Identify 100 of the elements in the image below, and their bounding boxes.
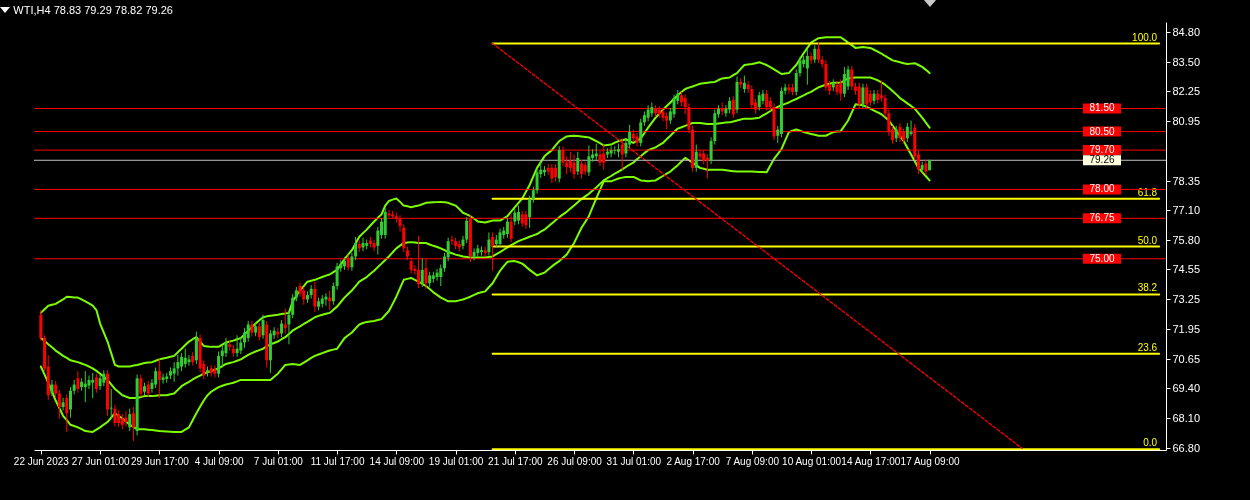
x-tick-label: 21 Jul 17:00: [488, 455, 544, 467]
x-tick-label: 31 Jul 01:00: [606, 455, 662, 467]
candlestick: [846, 65, 850, 91]
candlestick: [187, 354, 191, 367]
candlestick: [383, 207, 387, 240]
candlestick: [420, 257, 424, 288]
candlestick: [646, 104, 650, 122]
candlestick: [372, 239, 376, 252]
candlestick: [283, 307, 287, 334]
candlestick: [809, 52, 813, 65]
x-tick-label: 22 Jun 2023: [13, 455, 70, 467]
candlestick: [246, 320, 250, 343]
candlestick: [842, 66, 846, 98]
ref-line-label: 80.50: [1089, 125, 1115, 137]
candlestick: [498, 228, 502, 248]
candlestick: [180, 352, 184, 372]
series-label: 50.0: [1137, 234, 1158, 246]
line-series: [39, 36, 931, 368]
candlestick: [68, 386, 72, 419]
series-label: 61.8: [1137, 186, 1158, 198]
candlestick: [839, 78, 843, 102]
x-tick-label: 7 Aug 09:00: [725, 455, 780, 467]
candlestick: [57, 389, 61, 420]
series-label: 100.0: [1132, 31, 1158, 43]
candlestick: [924, 159, 928, 176]
x-tick-label: 27 Jun 01:00: [71, 455, 130, 467]
y-tick-label: 75.80: [1172, 233, 1201, 246]
y-tick-label: 71.95: [1172, 322, 1201, 335]
candlestick: [217, 351, 221, 378]
candlestick: [113, 404, 117, 428]
y-tick-label: 74.55: [1172, 262, 1201, 275]
ref-line-label: 75.00: [1089, 252, 1115, 264]
candlestick: [435, 268, 439, 282]
candlestick: [609, 145, 613, 158]
y-tick-label: 80.95: [1172, 114, 1201, 127]
candlestick: [213, 365, 217, 378]
candlestick: [183, 348, 187, 368]
candlestick: [694, 144, 698, 173]
x-tick-label: 14 Aug 17:00: [841, 455, 901, 467]
ref-line-label: 79.70: [1089, 144, 1115, 156]
candlestick: [487, 231, 491, 257]
y-tick-label: 84.80: [1172, 25, 1201, 38]
x-tick-label: 14 Jul 09:00: [369, 455, 425, 467]
candlestick: [124, 410, 128, 428]
candlestick: [154, 366, 158, 389]
x-tick-label: 19 Jul 01:00: [428, 455, 484, 467]
series-label: 0.0: [1143, 437, 1158, 449]
candlestick: [157, 358, 161, 399]
y-tick-label: 70.65: [1172, 352, 1201, 365]
series-label: 23.6: [1137, 341, 1158, 353]
y-tick-label: 83.50: [1172, 55, 1201, 68]
x-tick-label: 4 Jul 09:00: [194, 455, 244, 467]
series-label: 38.2: [1137, 282, 1158, 294]
candlestick: [376, 226, 380, 256]
ref-line-label: 78.00: [1089, 183, 1115, 195]
candlestick: [139, 374, 143, 398]
candlestick: [787, 83, 791, 95]
candlestick: [528, 195, 532, 229]
chart-title: WTI,H4 78.83 79.29 78.82 79.26: [13, 4, 173, 16]
candlestick: [705, 153, 709, 180]
candlestick: [76, 370, 80, 394]
y-tick-label: 82.25: [1172, 84, 1201, 97]
candlestick: [65, 393, 69, 433]
x-tick-label: 10 Aug 01:00: [782, 455, 842, 467]
candlestick: [472, 247, 476, 261]
candlestick: [261, 314, 265, 340]
x-tick-label: 29 Jun 17:00: [130, 455, 190, 467]
ref-line-label: 76.75: [1089, 212, 1115, 224]
candlestick: [576, 151, 580, 176]
candlestick: [94, 373, 98, 394]
candlestick: [61, 397, 65, 411]
candlestick: [824, 59, 828, 92]
candlestick: [439, 264, 443, 287]
y-tick-label: 66.80: [1172, 441, 1201, 454]
candlestick: [579, 159, 583, 180]
y-tick-label: 78.35: [1172, 174, 1201, 187]
candlestick: [313, 281, 317, 313]
candlestick: [550, 163, 554, 184]
x-tick-label: 17 Aug 09:00: [900, 455, 960, 467]
candlestick: [109, 388, 113, 420]
y-tick-label: 69.40: [1172, 381, 1201, 394]
candlestick: [872, 89, 876, 105]
ref-line-label: 81.50: [1089, 102, 1115, 114]
candlestick: [361, 237, 365, 252]
x-tick-label: 26 Jul 09:00: [547, 455, 603, 467]
y-tick-label: 77.10: [1172, 203, 1201, 216]
candlestick: [672, 94, 676, 119]
candlestick: [235, 334, 239, 358]
candlestick: [835, 80, 839, 96]
candlestick: [128, 408, 132, 432]
candlestick: [639, 118, 643, 147]
candlestick: [861, 83, 865, 109]
x-tick-label: 7 Jul 01:00: [253, 455, 304, 467]
candlestick: [587, 144, 591, 177]
candlestick: [243, 327, 247, 349]
y-tick-label: 68.10: [1172, 411, 1201, 424]
y-tick-label: 73.25: [1172, 292, 1201, 305]
candlestick: [98, 374, 102, 391]
candlestick: [517, 205, 521, 225]
ref-line-label: 79.26: [1089, 154, 1115, 166]
